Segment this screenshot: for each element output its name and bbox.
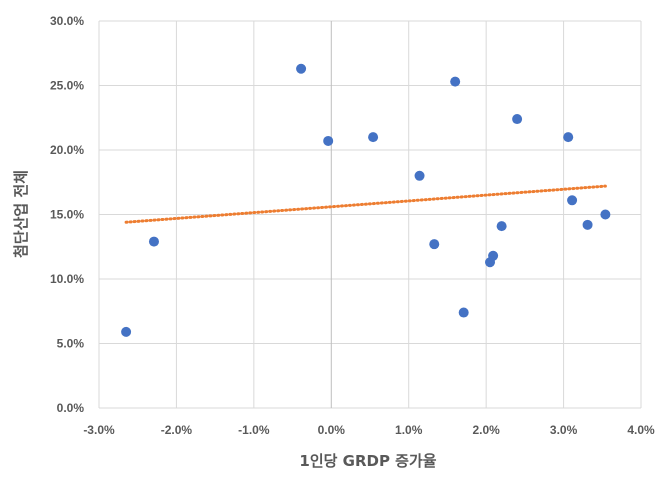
data-point (121, 326, 132, 337)
data-point (563, 132, 574, 143)
x-tick-label: 1.0% (395, 423, 423, 437)
data-point (296, 63, 307, 74)
linear-trendline (124, 184, 607, 224)
y-tick-label: 10.0% (50, 272, 84, 286)
trendline (124, 184, 607, 224)
data-point (496, 221, 507, 232)
data-point (368, 132, 379, 143)
x-tick-label: 0.0% (318, 423, 346, 437)
data-point (429, 239, 440, 250)
y-tick-label: 25.0% (50, 79, 84, 93)
data-point (458, 307, 469, 318)
data-point (600, 209, 611, 220)
data-points (121, 63, 611, 337)
data-point (148, 236, 159, 247)
data-point (488, 250, 499, 261)
y-tick-label: 5.0% (57, 337, 85, 351)
x-tick-label: -3.0% (83, 423, 115, 437)
x-tick-label: 3.0% (550, 423, 578, 437)
y-tick-label: 20.0% (50, 143, 84, 157)
data-point (567, 195, 578, 206)
data-point (582, 219, 593, 230)
data-point (323, 135, 334, 146)
y-tick-label: 0.0% (57, 401, 85, 415)
y-axis-label: 첨단산업 전체 (12, 170, 30, 258)
data-point (512, 114, 523, 125)
x-tick-label: -2.0% (161, 423, 193, 437)
gridlines (98, 20, 642, 409)
x-axis-tick-labels: -3.0% -2.0% -1.0% 0.0% 1.0% 2.0% 3.0% 4.0% (83, 423, 655, 437)
x-axis-label: 1인당 GRDP 증가율 (299, 452, 436, 470)
y-tick-label: 30.0% (50, 14, 84, 28)
x-tick-label: -1.0% (238, 423, 270, 437)
x-tick-label: 2.0% (472, 423, 500, 437)
x-tick-label: 4.0% (627, 423, 655, 437)
data-point (414, 170, 425, 181)
y-tick-label: 15.0% (50, 208, 84, 222)
data-point (450, 76, 461, 87)
y-axis-tick-labels: 0.0% 5.0% 10.0% 15.0% 20.0% 25.0% 30.0% (50, 14, 84, 415)
